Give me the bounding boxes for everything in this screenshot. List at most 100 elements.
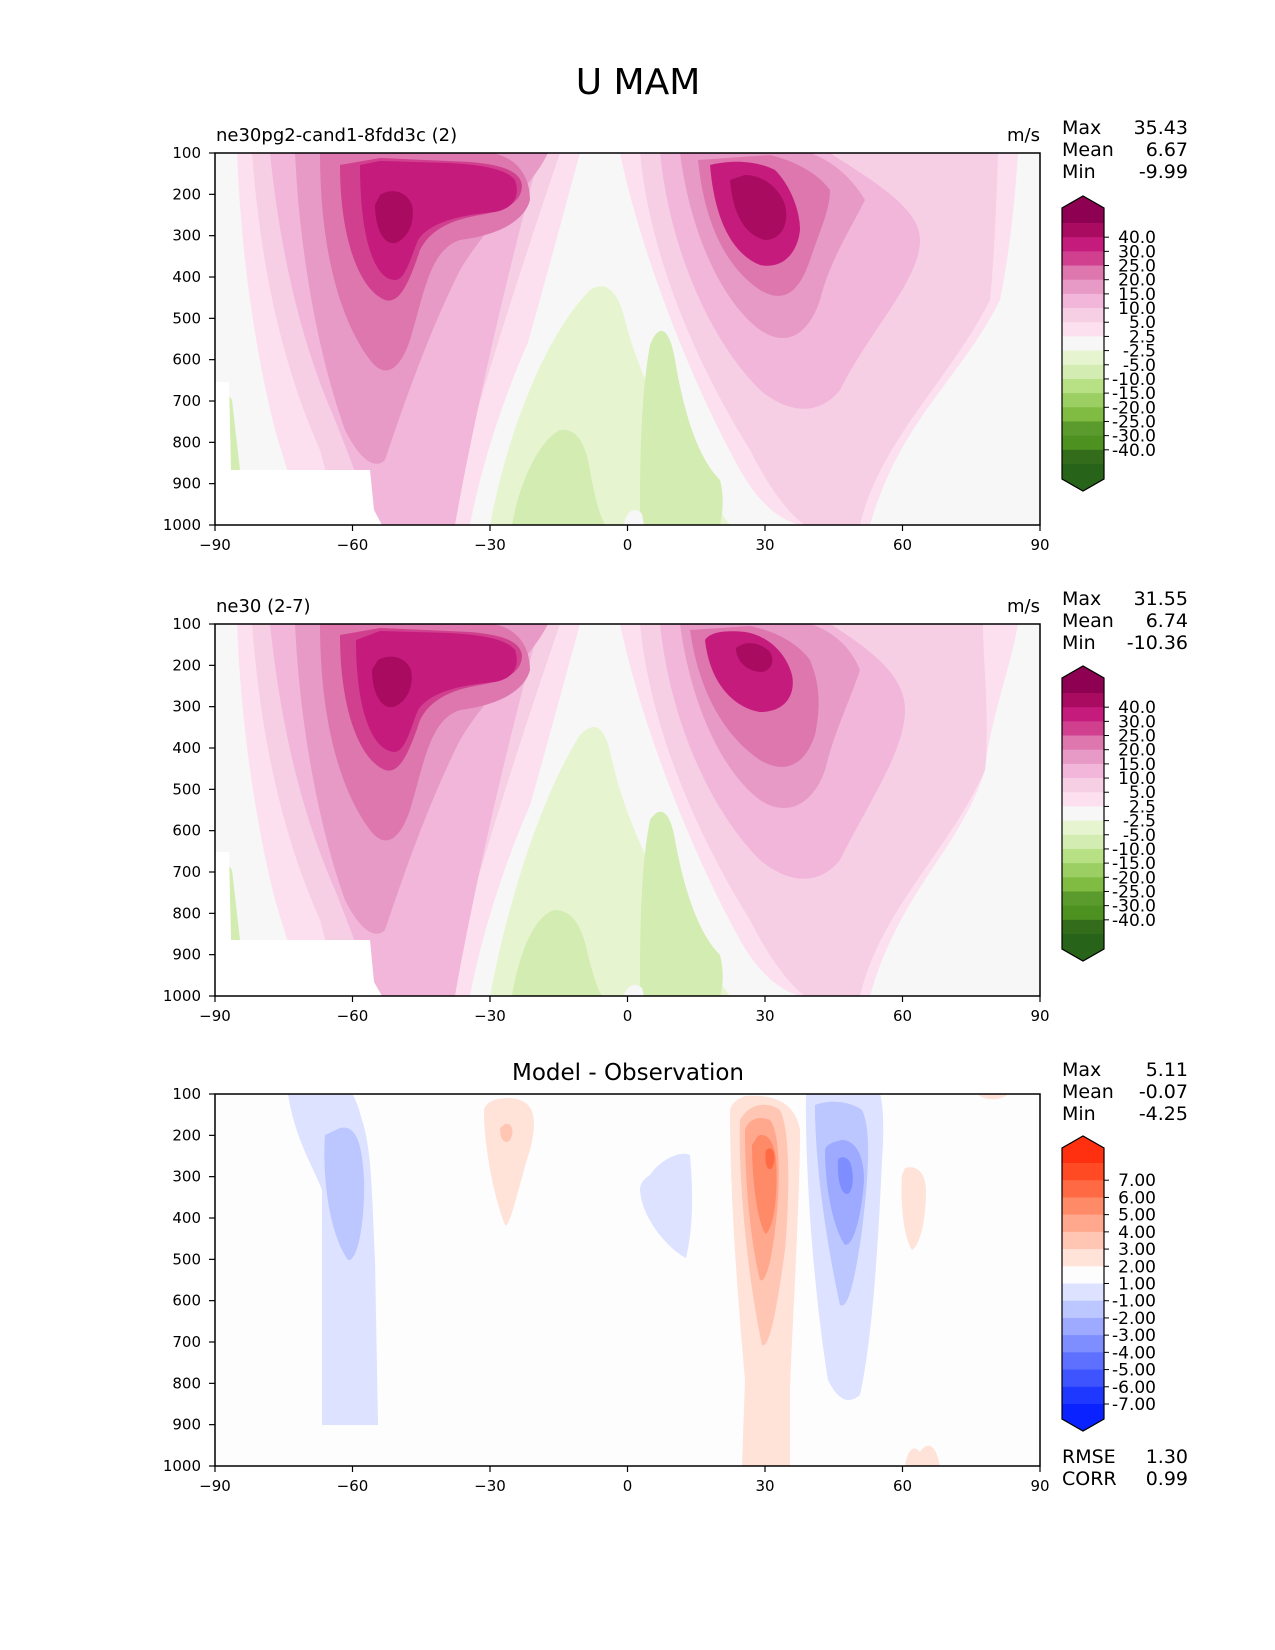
- x-tick-label: −30: [474, 1007, 506, 1025]
- y-tick-label: 900: [172, 946, 201, 964]
- panel-ref: ne30 (2-7) m/s: [163, 588, 1188, 1025]
- colorbar-label: -1.00: [1112, 1292, 1156, 1312]
- colorbar-label: -30.0: [1112, 427, 1156, 447]
- colorbar-label: 20.0: [1118, 741, 1156, 761]
- panel-center-title: Model - Observation: [512, 1060, 744, 1086]
- y-tick-label: 700: [172, 1333, 201, 1351]
- colorbar-swatch: [1062, 905, 1104, 921]
- colorbar-swatch: [1062, 1231, 1104, 1250]
- y-tick-label: 500: [172, 309, 201, 327]
- y-tick-label: 100: [172, 615, 201, 633]
- y-axis: 100 200 300 400 500 600 700 800 900 1000: [163, 1085, 215, 1475]
- stat-label-mean: Mean: [1062, 139, 1114, 161]
- stat-value-corr: 0.99: [1146, 1468, 1188, 1490]
- colorbar-extend-max: [1062, 1136, 1104, 1163]
- y-tick-label: 200: [172, 185, 201, 203]
- stat-value-max: 35.43: [1134, 117, 1188, 139]
- colorbar-label: -15.0: [1112, 854, 1156, 874]
- colorbar-label: 20.0: [1118, 271, 1156, 291]
- x-tick-label: 30: [755, 1477, 774, 1495]
- colorbar-swatch: [1062, 293, 1104, 309]
- panel-test: ne30pg2-cand1-8fdd3c (2) m/s: [163, 117, 1188, 554]
- y-tick-label: 800: [172, 433, 201, 451]
- x-tick-label: −60: [337, 536, 369, 554]
- y-tick-label: 300: [172, 227, 201, 245]
- colorbar-label: 2.5: [1129, 797, 1156, 817]
- colorbar-swatch: [1062, 237, 1104, 252]
- x-tick-label: 60: [893, 536, 912, 554]
- colorbar-label: 30.0: [1118, 712, 1156, 732]
- colorbar-label: 30.0: [1118, 242, 1156, 262]
- colorbar-swatch: [1062, 1335, 1104, 1353]
- colorbar-label: 10.0: [1118, 299, 1156, 319]
- y-tick-label: 600: [172, 822, 201, 840]
- y-tick-label: 100: [172, 1085, 201, 1103]
- stat-value-rmse: 1.30: [1146, 1446, 1188, 1468]
- colorbar-swatch: [1062, 223, 1104, 238]
- y-tick-label: 1000: [163, 1457, 201, 1475]
- y-tick-label: 500: [172, 1250, 201, 1268]
- colorbar-label: -20.0: [1112, 398, 1156, 418]
- colorbar-label: -40.0: [1112, 441, 1156, 461]
- y-tick-label: 400: [172, 739, 201, 757]
- colorbar-swatch: [1062, 322, 1104, 338]
- y-tick-label: 900: [172, 1416, 201, 1434]
- colorbar-label: 4.00: [1118, 1223, 1156, 1243]
- colorbar-swatch: [1062, 449, 1104, 465]
- colorbar-swatch: [1062, 792, 1104, 808]
- colorbar-swatch: [1062, 834, 1104, 850]
- colorbar-label: 6.00: [1118, 1188, 1156, 1208]
- colorbar-swatch: [1062, 735, 1104, 751]
- x-tick-label: 60: [893, 1477, 912, 1495]
- y-tick-label: 200: [172, 656, 201, 674]
- figure-title: U MAM: [576, 62, 701, 103]
- colorbar-label: 25.0: [1118, 257, 1156, 277]
- panel-units: m/s: [1007, 596, 1040, 617]
- colorbar-label: -10.0: [1112, 370, 1156, 390]
- colorbar-label: -30.0: [1112, 897, 1156, 917]
- stat-label-max: Max: [1062, 1059, 1101, 1081]
- y-tick-label: 700: [172, 392, 201, 410]
- stat-label-rmse: RMSE: [1062, 1446, 1116, 1468]
- x-axis: −90 −60 −30 0 30 60 90: [199, 1466, 1050, 1495]
- y-tick-label: 200: [172, 1126, 201, 1144]
- colorbar-label: 40.0: [1118, 698, 1156, 718]
- contour-field: [215, 1094, 1040, 1466]
- y-tick-label: 1000: [163, 516, 201, 534]
- colorbar-label: -2.5: [1123, 342, 1156, 362]
- x-tick-label: −90: [199, 1477, 231, 1495]
- colorbar-swatch: [1062, 749, 1104, 765]
- colorbar-swatch: [1062, 421, 1104, 437]
- y-tick-label: 900: [172, 475, 201, 493]
- x-tick-label: 30: [755, 1007, 774, 1025]
- colorbar-swatch: [1062, 364, 1104, 380]
- colorbar-label: 15.0: [1118, 285, 1156, 305]
- x-tick-label: 30: [755, 536, 774, 554]
- colorbar-swatch: [1062, 1317, 1104, 1336]
- colorbar-swatch: [1062, 251, 1104, 267]
- x-tick-label: −30: [474, 536, 506, 554]
- stat-label-max: Max: [1062, 588, 1101, 610]
- y-tick-label: 800: [172, 1374, 201, 1392]
- colorbar-label: -15.0: [1112, 384, 1156, 404]
- colorbar-swatch: [1062, 336, 1104, 352]
- y-tick-label: 300: [172, 698, 201, 716]
- colorbar-label: 5.0: [1129, 783, 1156, 803]
- colorbar-swatch: [1062, 279, 1104, 295]
- colorbar-label: -25.0: [1112, 412, 1156, 432]
- x-tick-label: 90: [1030, 1477, 1049, 1495]
- x-tick-label: −90: [199, 536, 231, 554]
- y-tick-label: 100: [172, 144, 201, 162]
- y-tick-label: 500: [172, 780, 201, 798]
- y-tick-label: 600: [172, 351, 201, 369]
- colorbar-swatch: [1062, 393, 1104, 408]
- x-tick-label: 0: [623, 536, 633, 554]
- colorbar-swatch: [1062, 435, 1104, 451]
- colorbar: 40.030.025.020.015.010.05.02.5-2.5-5.0-1…: [1061, 665, 1156, 962]
- colorbar-label: -2.5: [1123, 812, 1156, 832]
- colorbar-swatch: [1062, 308, 1104, 323]
- colorbar-label: 40.0: [1118, 228, 1156, 248]
- colorbar-label: -4.00: [1112, 1343, 1156, 1363]
- y-tick-label: 800: [172, 904, 201, 922]
